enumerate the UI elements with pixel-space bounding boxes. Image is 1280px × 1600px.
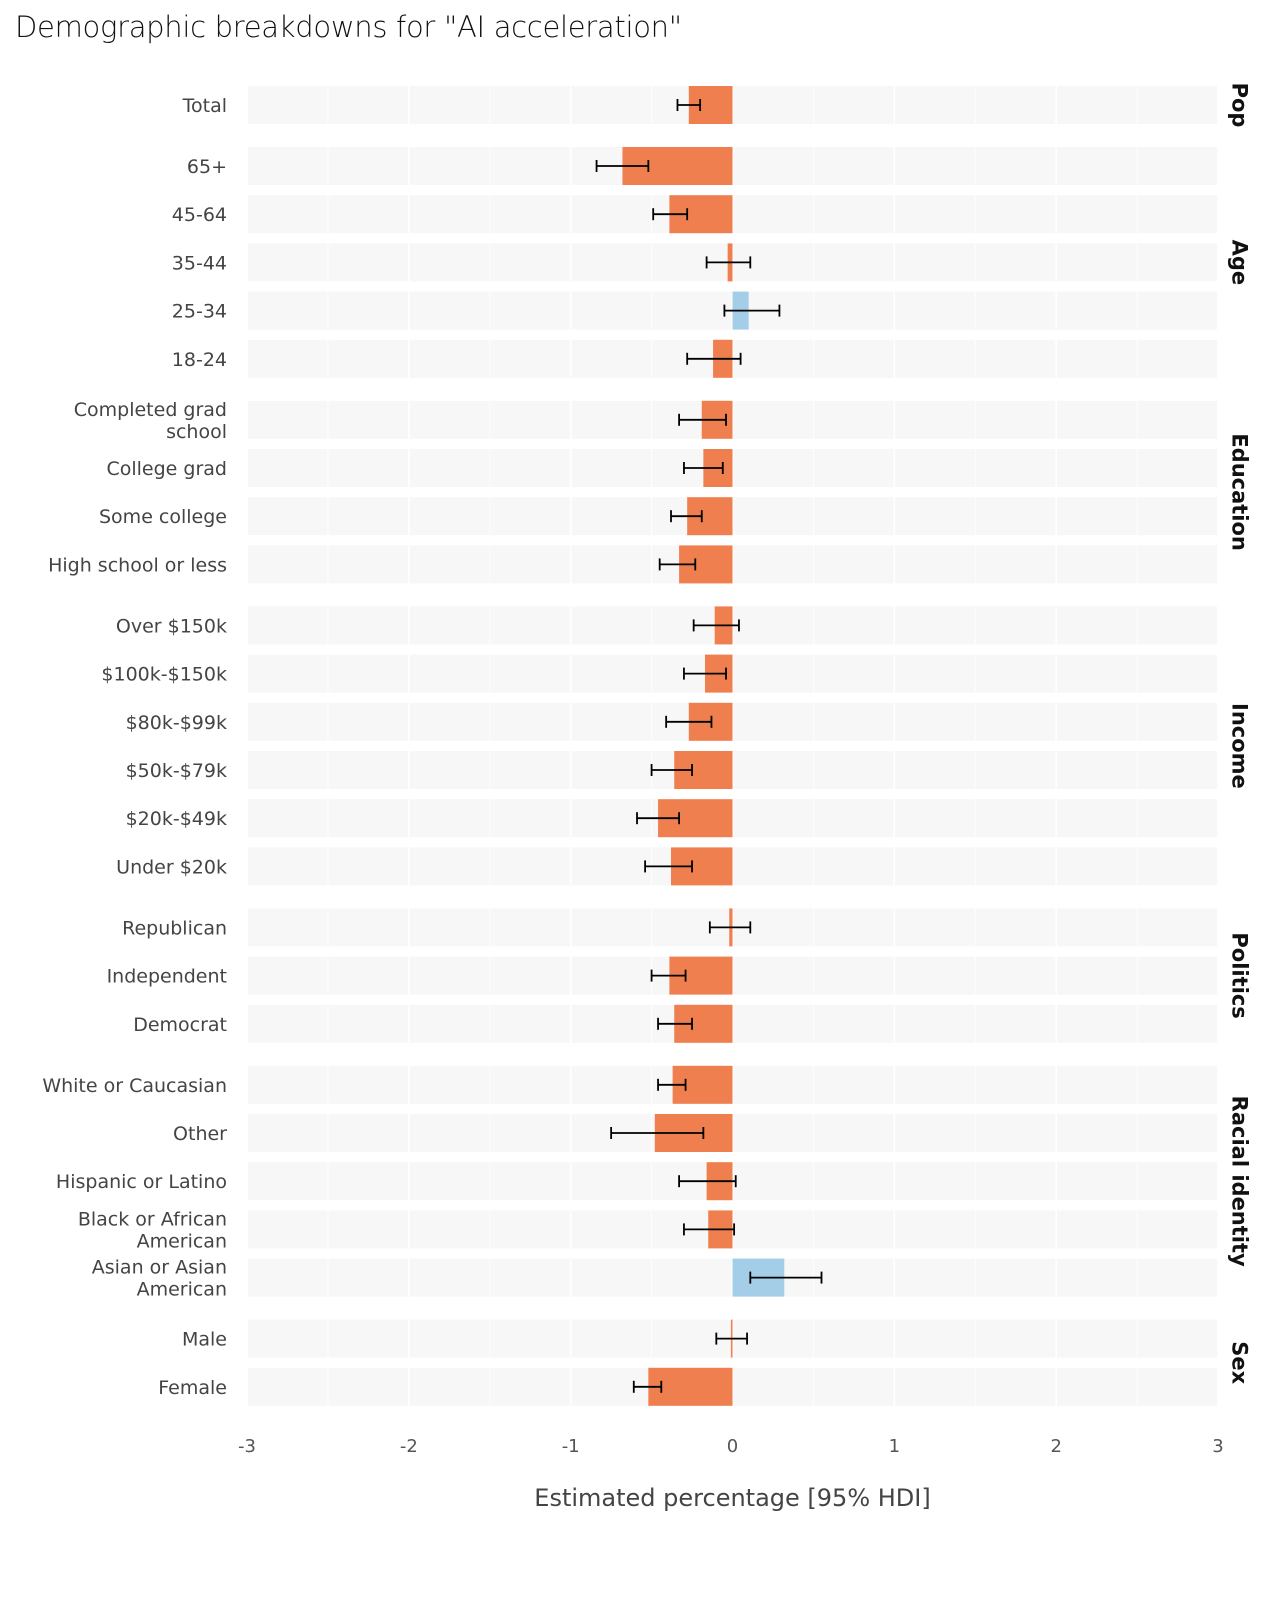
facet-label: Sex xyxy=(1228,1341,1252,1384)
row-label: 35-44 xyxy=(172,252,227,274)
chart-title: Demographic breakdowns for "AI accelerat… xyxy=(15,10,682,44)
row-label: Under $20k xyxy=(116,856,227,878)
facet-label: Politics xyxy=(1228,932,1252,1018)
row-label: Other xyxy=(173,1123,227,1145)
facet-label: Pop xyxy=(1228,83,1252,128)
row-label: Total xyxy=(182,95,227,117)
row-label: Male xyxy=(182,1329,227,1351)
row-label: 65+ xyxy=(187,156,227,178)
x-tick-label: 1 xyxy=(889,1436,900,1457)
row-label: $80k-$99k xyxy=(126,712,227,734)
row-label: Independent xyxy=(107,966,227,988)
facet-label: Education xyxy=(1228,433,1252,551)
x-tick-label: -2 xyxy=(400,1436,418,1457)
row-label: school xyxy=(166,421,227,443)
row-label: Black or African xyxy=(78,1208,227,1230)
facet-label: Age xyxy=(1228,240,1252,286)
x-tick-label: 0 xyxy=(727,1436,738,1457)
row-label: $50k-$79k xyxy=(126,760,227,782)
facet-label: Racial identity xyxy=(1228,1096,1252,1267)
row-label: College grad xyxy=(106,458,227,480)
row-label: Asian or Asian xyxy=(92,1257,227,1279)
row-label: $100k-$150k xyxy=(101,664,227,686)
row-label: Democrat xyxy=(133,1014,227,1036)
row-label: Completed grad xyxy=(74,399,227,421)
x-tick-label: 3 xyxy=(1212,1436,1223,1457)
row-label: 45-64 xyxy=(172,204,227,226)
row-label: American xyxy=(137,1279,227,1301)
x-tick-label: -3 xyxy=(238,1436,256,1457)
facet-label: Income xyxy=(1228,703,1252,789)
row-label: $20k-$49k xyxy=(126,808,227,830)
row-label: Hispanic or Latino xyxy=(56,1171,227,1193)
row-label: Republican xyxy=(122,917,227,939)
row-label: Female xyxy=(158,1377,227,1399)
x-axis-title: Estimated percentage [95% HDI] xyxy=(534,1484,930,1512)
x-tick-label: 2 xyxy=(1050,1436,1061,1457)
row-label: Some college xyxy=(99,506,227,528)
row-label: High school or less xyxy=(48,554,227,576)
row-label: White or Caucasian xyxy=(42,1075,227,1097)
x-tick-label: -1 xyxy=(562,1436,580,1457)
row-label: 18-24 xyxy=(172,349,227,371)
bar xyxy=(648,1367,733,1406)
row-label: 25-34 xyxy=(172,301,227,323)
row-label: Over $150k xyxy=(116,615,227,637)
row-label: American xyxy=(137,1230,227,1252)
